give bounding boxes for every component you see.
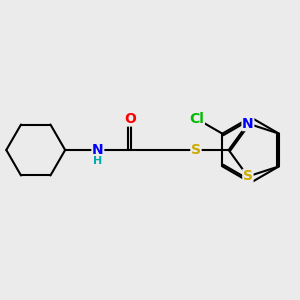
- Text: Cl: Cl: [189, 112, 204, 126]
- Text: H: H: [93, 156, 103, 167]
- Text: O: O: [124, 112, 136, 126]
- Text: N: N: [242, 116, 254, 130]
- Text: S: S: [243, 169, 253, 184]
- Text: S: S: [191, 143, 201, 157]
- Text: N: N: [92, 143, 104, 157]
